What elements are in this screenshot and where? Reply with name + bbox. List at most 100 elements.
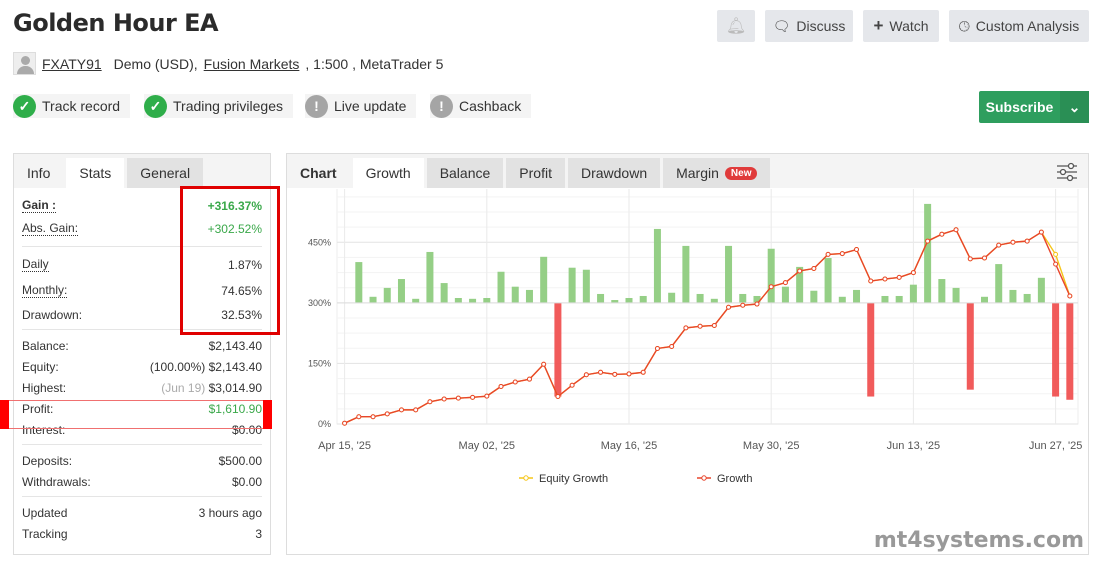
x-tick-label: Jun 27, '25 — [1029, 440, 1082, 452]
deposits-label: Deposits: — [22, 453, 73, 468]
daily-bar — [397, 279, 405, 303]
daily-bar — [867, 302, 875, 397]
data-point — [541, 361, 547, 367]
abs-gain-label[interactable]: Abs. Gain: — [22, 221, 79, 236]
username-link[interactable]: FXATY91 — [42, 55, 102, 72]
data-point — [654, 345, 660, 351]
monthly-label[interactable]: Monthly: — [22, 283, 68, 298]
tab-margin[interactable]: Margin New — [663, 158, 771, 188]
highlight-marker — [0, 400, 9, 429]
x-tick-label: May 02, '25 — [459, 440, 516, 452]
badge-track-record[interactable]: ✓ Track record — [13, 94, 131, 118]
data-point — [498, 383, 504, 389]
comment-icon: 🗨︎ — [772, 17, 791, 34]
notify-button[interactable]: 🔔︎ — [717, 10, 755, 42]
data-point — [697, 323, 703, 329]
daily-bar — [895, 295, 903, 303]
data-point — [854, 247, 860, 253]
tab-profit[interactable]: Profit — [506, 158, 565, 188]
y-tick-label: 0% — [318, 419, 331, 429]
broker-link[interactable]: Fusion Markets — [203, 55, 300, 72]
daily-bar — [469, 298, 477, 303]
tab-stats[interactable]: Stats — [66, 158, 125, 188]
subscribe-button[interactable]: Subscribe ⌄ — [979, 91, 1089, 123]
badge-trading-privileges[interactable]: ✓ Trading privileges — [144, 94, 293, 118]
y-tick-label: 450% — [308, 237, 331, 247]
daily-bar — [355, 262, 363, 303]
tracking-label: Tracking — [22, 526, 68, 541]
chevron-down-icon[interactable]: ⌄ — [1060, 91, 1089, 123]
custom-analysis-button[interactable]: 🕓︎ Custom Analysis — [949, 10, 1089, 42]
daily-bar — [1066, 302, 1074, 400]
gain-value: +316.37% — [207, 198, 262, 213]
data-point — [953, 227, 959, 233]
tab-balance[interactable]: Balance — [426, 158, 504, 188]
watch-button[interactable]: + Watch — [863, 10, 939, 42]
daily-bar — [909, 284, 917, 303]
balance-label: Balance: — [22, 338, 69, 353]
daily-bar — [838, 296, 846, 303]
data-point — [640, 369, 646, 375]
custom-analysis-label: Custom Analysis — [975, 18, 1080, 34]
badge-live-update[interactable]: ! Live update — [305, 94, 417, 118]
highlight-marker — [263, 400, 272, 429]
tab-drawdown[interactable]: Drawdown — [567, 158, 661, 188]
data-point — [669, 343, 675, 349]
discuss-label: Discuss — [796, 18, 846, 34]
discuss-button[interactable]: 🗨︎ Discuss — [765, 10, 853, 42]
tab-info[interactable]: Info — [27, 165, 51, 181]
y-tick-label: 300% — [308, 298, 331, 308]
daily-bar — [781, 286, 789, 303]
account-type: Demo (USD), — [113, 55, 198, 72]
data-point — [882, 276, 888, 282]
data-point — [1010, 239, 1016, 245]
deposits-value: $500.00 — [218, 453, 262, 468]
daily-bar — [653, 228, 661, 303]
account-meta: FXATY91 Demo (USD), Fusion Markets , 1:5… — [13, 52, 443, 75]
daily-bar — [853, 289, 861, 303]
daily-bar — [1023, 293, 1031, 303]
daily-bar — [739, 293, 747, 303]
daily-bar — [582, 269, 590, 303]
badge-cashback[interactable]: ! Cashback — [430, 94, 532, 118]
daily-bar — [639, 295, 647, 303]
daily-bar — [938, 279, 946, 303]
equity-pct: (100.00%) — [149, 359, 206, 374]
data-point — [868, 278, 874, 284]
data-point — [1024, 238, 1030, 244]
daily-bar — [981, 296, 988, 303]
gain-label[interactable]: Gain : — [22, 197, 57, 213]
daily-bar — [554, 302, 562, 397]
daily-bar — [725, 245, 733, 303]
tab-general[interactable]: General — [127, 158, 204, 188]
data-point — [370, 414, 376, 420]
y-tick-label: 150% — [308, 358, 331, 368]
daily-bar — [568, 267, 576, 303]
daily-bar — [412, 298, 420, 303]
legend-marker — [701, 475, 707, 481]
legend-label: Growth — [717, 473, 752, 485]
tracking-value: 3 — [255, 526, 262, 541]
watermark: mt4systems.com — [873, 528, 1084, 553]
daily-bar — [426, 251, 434, 303]
daily-bar — [1009, 289, 1017, 303]
data-point — [626, 371, 632, 377]
daily-bar — [881, 295, 889, 303]
bell-icon: 🔔︎ — [725, 18, 747, 35]
sliders-icon[interactable] — [1056, 162, 1078, 182]
tab-margin-label: Margin — [676, 165, 719, 181]
tab-growth[interactable]: Growth — [352, 158, 424, 188]
data-point — [782, 280, 788, 286]
daily-label[interactable]: Daily — [22, 257, 49, 272]
highest-label: Highest: — [22, 380, 67, 395]
data-point — [555, 394, 561, 400]
tab-chart-label: Chart — [300, 165, 337, 181]
data-point — [342, 420, 348, 426]
badge-label: Live update — [334, 98, 407, 114]
drawdown-label: Drawdown: — [22, 307, 83, 322]
daily-bar — [525, 289, 533, 303]
avatar[interactable] — [13, 52, 36, 75]
data-point — [398, 407, 404, 413]
highest-date: (Jun 19) — [161, 380, 206, 395]
